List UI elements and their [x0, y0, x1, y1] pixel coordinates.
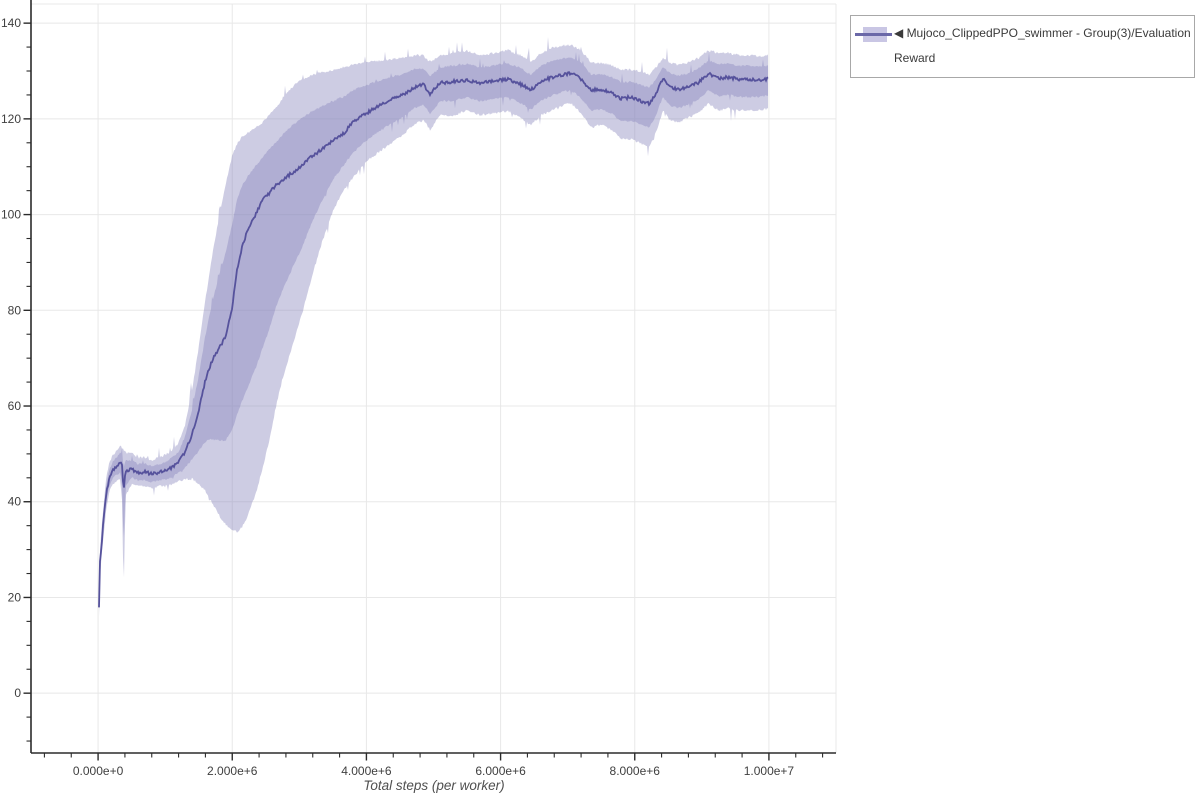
y-tick-label: 0: [14, 686, 21, 700]
y-tick-label: 140: [1, 16, 21, 30]
legend-label-line2: Reward: [894, 51, 936, 65]
grid: [31, 3, 837, 753]
y-tick-label: 120: [1, 112, 21, 126]
legend[interactable]: ◀ Mujoco_ClippedPPO_swimmer - Group(3)/E…: [850, 15, 1195, 78]
legend-label-line1: ◀ Mujoco_ClippedPPO_swimmer - Group(3)/E…: [894, 26, 1191, 40]
axes: 0.000e+0 2.000e+6 4.000e+6 6.000e+6 8.000e+6…: [1, 0, 836, 778]
y-tick-label: 60: [8, 399, 22, 413]
legend-line-swatch: [855, 33, 892, 36]
x-tick-label: 8.000e+6: [610, 764, 661, 778]
y-tick-label: 40: [8, 495, 22, 509]
x-tick-label: 1.000e+7: [744, 764, 795, 778]
confidence-band-inner: [99, 52, 768, 612]
y-tick-label: 100: [1, 208, 21, 222]
y-tick-label: 20: [8, 590, 22, 604]
legend-swatch: [855, 27, 892, 43]
x-tick-label: 6.000e+6: [475, 764, 526, 778]
x-axis-label: Total steps (per worker): [363, 778, 505, 793]
mean-line: [98, 71, 769, 608]
x-tick-label: 4.000e+6: [341, 764, 392, 778]
x-tick-label: 0.000e+0: [73, 764, 124, 778]
confidence-band-outer: [99, 37, 768, 617]
series-evaluation-reward: [98, 37, 769, 617]
legend-label: ◀ Mujoco_ClippedPPO_swimmer - Group(3)/E…: [894, 21, 1191, 71]
y-tick-label: 80: [8, 303, 22, 317]
x-tick-label: 2.000e+6: [207, 764, 258, 778]
